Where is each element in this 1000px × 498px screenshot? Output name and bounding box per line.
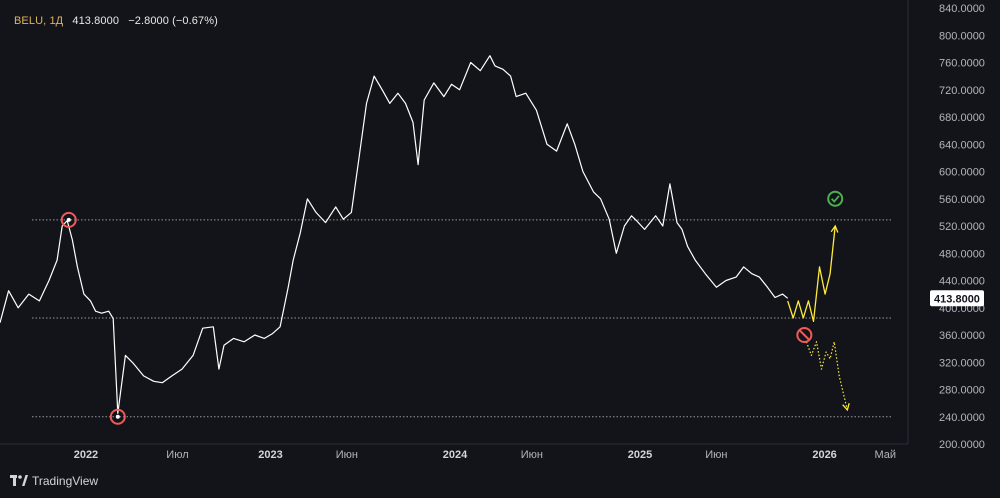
y-tick-label: 480.0000	[939, 248, 985, 260]
x-tick-label: 2023	[258, 449, 282, 461]
arrow-head-icon	[830, 224, 839, 233]
y-tick-label: 560.0000	[939, 194, 985, 206]
red-circle-marker-icon[interactable]	[60, 211, 77, 228]
x-tick-label: 2026	[812, 449, 836, 461]
x-axis[interactable]: 2022 Июл 2023 Июн 2024 Июн 2025 Июн 2026 Май	[74, 449, 896, 461]
y-tick-label: 320.0000	[939, 357, 985, 369]
symbol-label[interactable]: BELU, 1Д	[14, 15, 64, 27]
last-price: 413.8000	[72, 15, 120, 27]
current-price-tag-bg	[930, 290, 984, 307]
series-scenario-down-line[interactable]	[805, 341, 848, 411]
y-tick-label: 640.0000	[939, 139, 985, 151]
tradingview-logo-icon	[10, 475, 28, 486]
y-tick-label: 720.0000	[939, 85, 985, 97]
current-price-label: 413.8000	[934, 293, 980, 305]
arrow-head-icon	[842, 403, 850, 412]
y-axis[interactable]: 200.0000 240.0000 280.0000 320.0000 360.0000…	[939, 3, 985, 451]
price-change: −2.8000 (−0.67%)	[128, 15, 218, 27]
y-tick-label: 840.0000	[939, 3, 985, 15]
tradingview-logo[interactable]: TradingView	[10, 474, 98, 488]
forbidden-marker-icon[interactable]	[796, 327, 813, 343]
y-tick-label: 280.0000	[939, 385, 985, 397]
x-tick-label: Июн	[521, 449, 543, 461]
x-tick-label: Май	[874, 449, 896, 461]
y-tick-label: 520.0000	[939, 221, 985, 233]
marker-dot-icon	[115, 414, 120, 419]
y-tick-label: 200.0000	[939, 439, 985, 451]
forbidden-slash-icon	[799, 329, 810, 341]
y-tick-label: 240.0000	[939, 412, 985, 424]
x-tick-label: 2025	[628, 449, 652, 461]
check-mark-icon	[831, 195, 840, 203]
markers-layer	[60, 190, 844, 425]
y-tick-label: 360.0000	[939, 330, 985, 342]
y-tick-label: 760.0000	[939, 58, 985, 70]
x-tick-label: Июл	[166, 449, 188, 461]
series-price-line[interactable]	[0, 55, 789, 414]
series-scenario-up-line[interactable]	[787, 225, 836, 323]
series-layer	[0, 55, 850, 414]
x-tick-label: 2024	[443, 449, 468, 461]
x-tick-label: 2022	[74, 449, 98, 461]
y-tick-label: 440.0000	[939, 276, 985, 288]
x-tick-label: Июн	[705, 449, 727, 461]
x-tick-label: Июн	[336, 449, 358, 461]
y-tick-label: 600.0000	[939, 167, 985, 179]
chart-header: BELU, 1Д 413.8000 −2.8000 (−0.67%)	[14, 15, 218, 27]
current-price-tag: 413.8000	[930, 290, 984, 307]
y-tick-label: 680.0000	[939, 112, 985, 124]
marker-dot-icon	[66, 217, 71, 222]
tradingview-logo-text: TradingView	[32, 474, 99, 488]
check-marker-icon[interactable]	[827, 190, 844, 207]
y-tick-label: 800.0000	[939, 30, 985, 42]
red-circle-marker-icon[interactable]	[109, 408, 126, 425]
